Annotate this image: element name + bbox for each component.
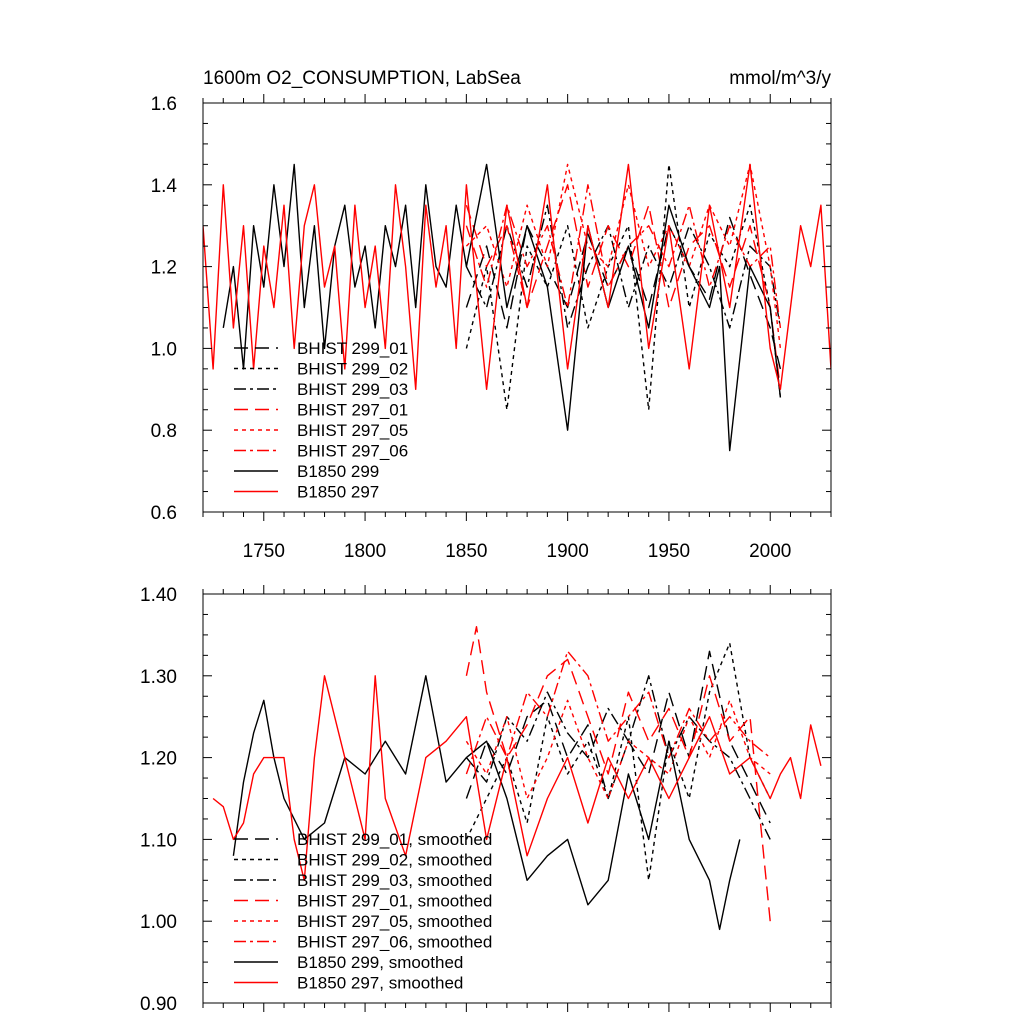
series-line-6 [465, 184, 782, 328]
y-tick-label: 1.20 [140, 749, 177, 770]
top-plot: 0.6 0.8 1.0 1.2 1.4 1.6 1750 1800 1850 1900 1950 20… [151, 94, 832, 562]
legend-label: BHIST 299_03 [297, 380, 408, 399]
legend-label: B1850 299 [297, 462, 379, 481]
y-tick-label: 1.10 [140, 830, 177, 851]
series-line-7 [232, 675, 741, 931]
y-tick-label: 0.90 [140, 994, 177, 1015]
y-tick-label: 1.2 [151, 258, 177, 279]
series-line-5 [465, 163, 782, 349]
legend-label: BHIST 297_05, smoothed [297, 912, 492, 931]
x-tick-label: 2000 [749, 541, 791, 562]
x-tick-label: 1950 [648, 541, 690, 562]
y-tick-label: 1.30 [140, 667, 177, 688]
series-line-4 [465, 626, 771, 922]
series-line-5 [465, 699, 771, 800]
legend-label: BHIST 297_05 [297, 421, 408, 440]
series-line-2 [465, 163, 782, 411]
x-tick-label: 1850 [445, 541, 487, 562]
x-tick-label: 1900 [547, 541, 589, 562]
y-tick-label: 1.0 [151, 339, 177, 360]
series-line-8 [212, 675, 822, 881]
legend-label: BHIST 297_06 [297, 442, 408, 461]
series-line-4 [465, 184, 782, 390]
units-label: mmol/m^3/y [729, 68, 831, 89]
x-tick-label: 1800 [344, 541, 386, 562]
x-tick-label: 1750 [243, 541, 285, 562]
legend-label: BHIST 299_03, smoothed [297, 871, 492, 890]
series-line-8 [203, 163, 831, 390]
y-tick-label: 1.4 [151, 176, 178, 197]
y-tick-label: 0.8 [151, 421, 177, 442]
series-line-1 [465, 216, 782, 370]
legend-label: B1850 297, smoothed [297, 974, 463, 993]
series-line-6 [465, 650, 771, 775]
bottom-plot: 0.90 1.00 1.10 1.20 1.30 1.40 BHIST 299_01, sm… [140, 585, 832, 1015]
y-tick-label: 1.00 [140, 912, 177, 933]
y-tick-label: 1.6 [151, 94, 177, 115]
series-line-7 [222, 163, 782, 452]
legend-label: BHIST 299_01 [297, 339, 408, 358]
y-tick-label: 0.6 [151, 503, 177, 524]
chart-title: 1600m O2_CONSUMPTION, LabSea [203, 68, 521, 89]
series-line-3 [465, 204, 782, 329]
series-line-1 [465, 650, 771, 824]
legend-label: BHIST 297_01 [297, 401, 408, 420]
legend-label: B1850 297 [297, 483, 379, 502]
y-tick-label: 1.40 [140, 585, 177, 606]
legend-label: BHIST 299_02, smoothed [297, 851, 492, 870]
series-line-3 [465, 675, 771, 840]
legend-label: B1850 299, smoothed [297, 953, 463, 972]
legend-label: BHIST 297_01, smoothed [297, 892, 492, 911]
legend-label: BHIST 299_02 [297, 360, 408, 379]
legend-label: BHIST 297_06, smoothed [297, 933, 492, 952]
legend-label: BHIST 299_01, smoothed [297, 830, 492, 849]
